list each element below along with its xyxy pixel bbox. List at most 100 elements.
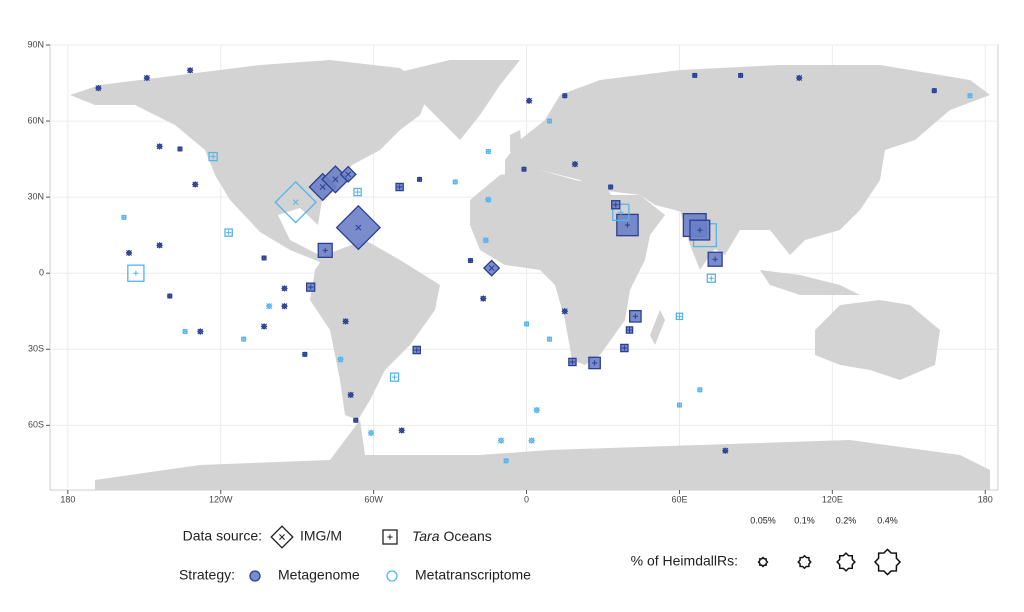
square-marker — [224, 228, 233, 237]
x-tick-label: 60W — [364, 494, 383, 504]
sample-point — [546, 118, 553, 124]
sample-point — [528, 437, 535, 444]
sample-point — [337, 356, 344, 363]
cross — [482, 237, 489, 244]
cross — [572, 161, 578, 168]
cross — [143, 75, 150, 81]
circle-marker — [249, 570, 261, 582]
sample-point — [503, 458, 509, 464]
sample-point — [629, 309, 642, 323]
cross — [796, 75, 803, 81]
sample-point — [353, 187, 362, 197]
sample-point — [467, 257, 474, 264]
size-label: 0.1% — [794, 515, 815, 525]
cross — [561, 308, 568, 315]
cross — [319, 184, 326, 190]
cross — [332, 176, 339, 183]
sample-point — [675, 312, 684, 321]
legend-label: Metagenome — [278, 567, 360, 583]
sample-point — [616, 213, 639, 237]
diamond-marker — [528, 437, 535, 444]
cross — [192, 181, 199, 188]
sample-point — [561, 307, 569, 315]
sample-point — [186, 67, 194, 74]
cross — [281, 285, 288, 292]
sample-point — [525, 97, 533, 105]
square-marker — [127, 264, 145, 282]
cross — [347, 391, 354, 398]
cross — [526, 97, 533, 104]
sample-point — [260, 323, 268, 330]
y-tick-label: 60S — [28, 420, 44, 430]
sample-point — [353, 417, 359, 423]
x-tick-label: 180 — [60, 494, 75, 504]
cross — [279, 534, 285, 540]
size-key-marker — [757, 556, 769, 568]
cross — [398, 427, 405, 434]
square-marker — [675, 312, 684, 321]
sample-point — [143, 74, 151, 82]
cross — [281, 303, 288, 310]
sample-point — [523, 321, 530, 327]
sample-point — [479, 295, 487, 302]
sample-point — [281, 302, 288, 310]
size-key-marker — [873, 548, 902, 576]
cross — [722, 447, 729, 454]
sample-point — [347, 391, 355, 399]
sample-point — [339, 165, 357, 183]
sample-point — [533, 406, 541, 414]
x-tick-label: 180 — [978, 494, 993, 504]
sample-point — [342, 318, 349, 325]
y-tick-label: 60N — [27, 115, 44, 125]
size-key-marker — [836, 552, 856, 572]
diamond-marker — [497, 437, 505, 444]
sample-point — [484, 196, 492, 204]
sample-point — [265, 302, 273, 310]
sample-point — [721, 447, 729, 455]
sample-point — [367, 429, 375, 437]
x-tick-label: 120W — [209, 494, 233, 504]
square-marker — [382, 529, 398, 545]
sample-point — [416, 176, 423, 182]
diamond-marker — [367, 429, 375, 437]
cross — [292, 199, 299, 206]
sample-point — [335, 204, 382, 251]
circle-marker — [386, 570, 398, 582]
legend: Data source: Strategy: % of HeimdallRs: … — [179, 515, 902, 583]
sample-point — [625, 326, 634, 334]
sample-point — [125, 249, 133, 257]
sample-point — [241, 336, 247, 342]
sample-point — [485, 148, 491, 155]
sample-point — [95, 84, 102, 92]
diamond-marker — [270, 525, 294, 549]
cross — [498, 437, 505, 444]
cross — [156, 242, 163, 249]
size-label: 0.2% — [836, 515, 857, 525]
cross — [480, 295, 487, 302]
legend-label: Metatranscriptome — [415, 567, 531, 583]
sample-point — [706, 273, 716, 283]
sample-point — [167, 293, 173, 299]
diamond-marker — [533, 406, 541, 414]
cross — [485, 196, 492, 203]
sample-point — [306, 282, 316, 292]
sample-point — [302, 351, 308, 357]
sample-point — [208, 151, 218, 162]
y-tick-label: 90N — [27, 39, 44, 49]
sample-point — [197, 328, 204, 335]
sample-point — [689, 219, 711, 241]
sample-point — [795, 74, 803, 82]
sample-point — [127, 264, 145, 282]
sample-point — [692, 72, 698, 79]
sample-point — [588, 356, 601, 370]
sample-point — [191, 181, 199, 188]
sample-point — [156, 143, 163, 150]
cross — [345, 171, 352, 178]
sample-point — [317, 242, 333, 259]
cross — [368, 429, 375, 436]
sample-point — [931, 88, 937, 94]
sample-point — [177, 146, 183, 152]
legend-title: Strategy: — [179, 567, 235, 583]
